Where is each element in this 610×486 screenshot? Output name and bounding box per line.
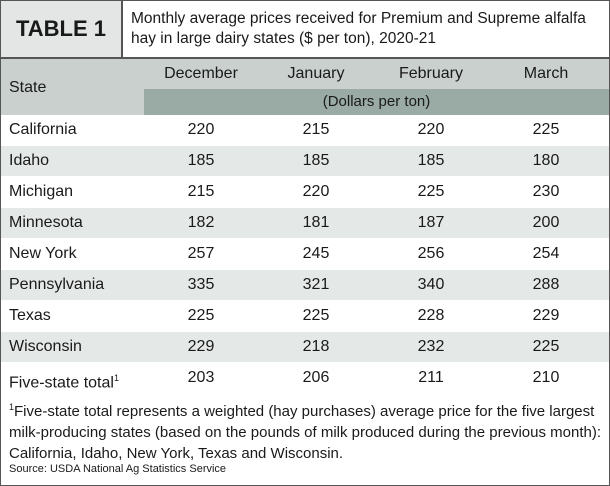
footnote: 1Five-state total represents a weighted … [9,397,607,464]
value-cell: 187 [417,214,445,231]
value-cell: 180 [532,152,560,169]
table-body: California 220 215 220 225 Idaho 185 185 185 180 M… [1,115,609,394]
value-cell: 220 [187,121,215,138]
source: Source: USDA National Ag Statistics Serv… [9,463,227,475]
value-cell: 220 [302,183,330,200]
value-cell: 225 [187,307,215,324]
value-cell: 335 [187,276,215,293]
value-cell: 215 [187,183,215,200]
value-cell: 200 [532,214,560,231]
state-cell: California [9,121,77,138]
value-cell: 211 [418,369,444,386]
column-heading: January [287,65,345,82]
units-label: (Dollars per ton) [144,89,609,115]
value-cell: 230 [532,183,560,200]
state-cell: Michigan [9,183,74,200]
column-heading: March [523,65,569,82]
value-cell: 229 [187,338,215,355]
state-label: Five-state total [9,374,114,392]
table-row: Minnesota 182 181 187 200 [1,208,609,239]
value-cell: 225 [532,338,560,355]
value-cell: 185 [302,152,330,169]
footnote-marker: 1 [9,402,15,412]
value-cell: 229 [532,307,560,324]
value-cell: 321 [302,276,330,293]
state-cell: Wisconsin [9,338,82,355]
value-cell: 245 [302,245,330,262]
value-cell: 254 [532,245,560,262]
value-cell: 185 [187,152,215,169]
header: TABLE 1 Monthly average prices received … [1,1,609,59]
state-cell: Five-state total1 [9,363,119,398]
table-row: Texas 225 225 228 229 [1,301,609,332]
state-cell: New York [9,245,77,262]
state-cell: Idaho [9,152,50,169]
table-row: Wisconsin 229 218 232 225 [1,332,609,363]
value-cell: 215 [302,121,330,138]
value-cell: 210 [532,369,560,386]
value-cell: 225 [302,307,330,324]
table-row: Michigan 215 220 225 230 [1,177,609,208]
value-cell: 181 [302,214,330,231]
value-cell: 203 [187,369,215,386]
table-row: New York 257 245 256 254 [1,239,609,270]
table-title: Monthly average prices received for Prem… [131,10,586,47]
column-heading: State [9,79,47,96]
table-row: Idaho 185 185 185 180 [1,146,609,177]
value-cell: 225 [532,121,560,138]
value-cell: 228 [417,307,445,324]
value-cell: 220 [417,121,445,138]
value-cell: 288 [532,276,560,293]
column-heading: December [164,65,238,82]
value-cell: 340 [417,276,445,293]
state-cell: Minnesota [9,214,83,231]
state-cell: Texas [9,307,51,324]
value-cell: 182 [187,214,215,231]
value-cell: 185 [417,152,445,169]
table-label: TABLE 1 [1,1,123,57]
value-cell: 218 [302,338,330,355]
value-cell: 256 [417,245,445,262]
value-cell: 257 [187,245,215,262]
footnote-text: Five-state total represents a weighted (… [9,403,601,462]
table-row: Pennsylvania 335 321 340 288 [1,270,609,301]
state-cell: Pennsylvania [9,276,105,293]
table-row: California 220 215 220 225 [1,115,609,146]
table-row: Five-state total1 203 206 211 210 [1,363,609,394]
value-cell: 206 [302,369,330,386]
footnote-marker: 1 [113,373,119,383]
value-cell: 232 [417,338,445,355]
value-cell: 225 [417,183,445,200]
column-heading: February [398,65,464,82]
